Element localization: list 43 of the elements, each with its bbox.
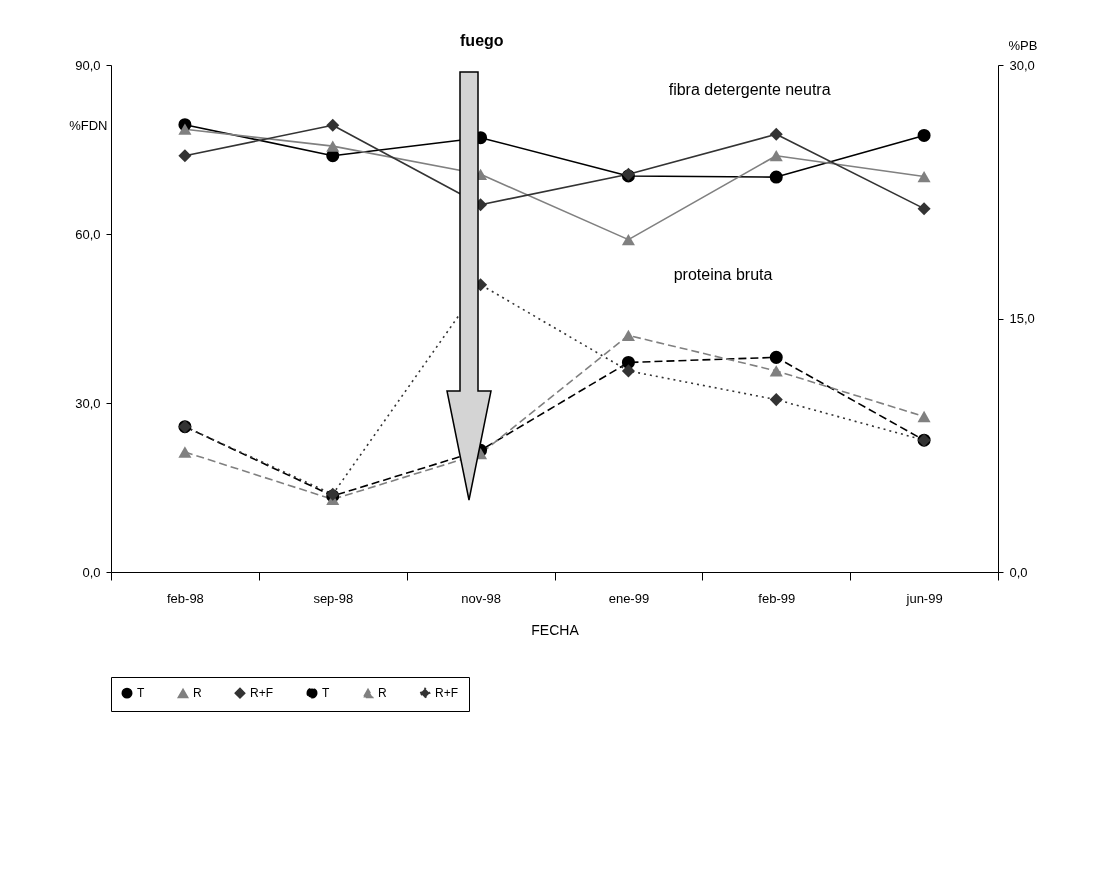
x-tick-label: ene-99 <box>608 590 650 606</box>
y2-tick-label: 0,0 <box>1009 564 1028 580</box>
point <box>178 446 192 458</box>
point <box>917 410 931 423</box>
y2-tick-label: 15,0 <box>1009 311 1035 326</box>
legend-label: R <box>193 686 202 701</box>
point <box>769 350 783 364</box>
annotation: proteina bruta <box>673 266 773 283</box>
point <box>769 365 783 377</box>
point <box>917 202 931 216</box>
x-tick-label: feb-99 <box>758 590 796 606</box>
y-tick-label: 0,0 <box>82 564 101 580</box>
y2-tick-label: 30,0 <box>1009 57 1035 73</box>
x-axis-title: FECHA <box>531 621 580 638</box>
y-tick-label: 30,0 <box>75 395 101 411</box>
point <box>769 150 783 162</box>
legend-label: R <box>378 686 387 701</box>
legend-label: R+F <box>435 686 459 701</box>
point <box>621 233 635 246</box>
y2-axis-title: %PB <box>1008 37 1038 53</box>
point <box>917 128 931 142</box>
point <box>769 393 783 407</box>
point <box>621 364 635 378</box>
point <box>326 140 340 152</box>
x-tick-label: nov-98 <box>461 590 501 606</box>
annotation: fibra detergente neutra <box>668 81 831 98</box>
point <box>326 118 340 132</box>
legend-label: R+F <box>250 686 274 701</box>
y-axis-title: %FDN <box>69 117 108 133</box>
point <box>917 170 931 183</box>
point <box>769 127 783 141</box>
x-tick-label: feb-98 <box>166 590 204 606</box>
x-tick-label: sep-98 <box>313 590 354 606</box>
x-tick-label: jun-99 <box>905 590 943 606</box>
point <box>621 329 635 342</box>
legend-label: T <box>322 686 330 701</box>
legend-label: T <box>137 686 145 701</box>
point <box>769 170 783 184</box>
y-tick-label: 90,0 <box>75 57 101 73</box>
point <box>178 149 192 163</box>
y-tick-label: 60,0 <box>75 226 101 242</box>
point <box>178 123 192 135</box>
text: fuego <box>460 32 504 49</box>
